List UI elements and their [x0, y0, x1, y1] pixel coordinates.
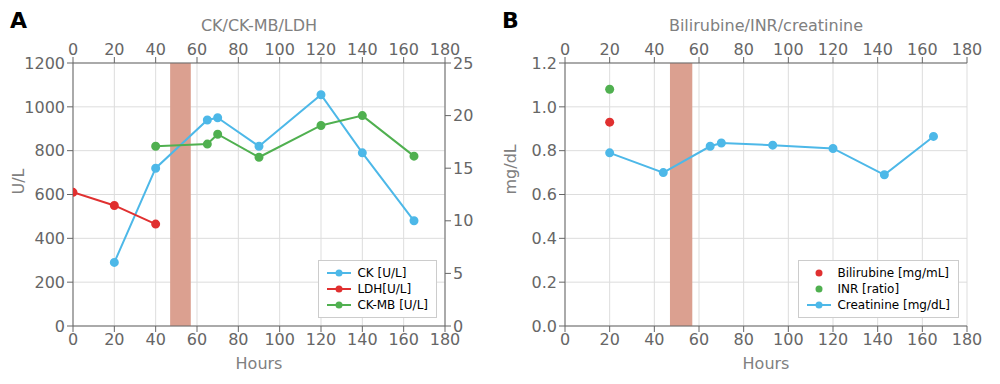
svg-text:CK/CK-MB/LDH: CK/CK-MB/LDH — [201, 16, 317, 35]
html-text:INR [ratio]: INR [ratio] — [837, 282, 900, 296]
svg-text:100: 100 — [264, 40, 295, 59]
html-text:B: B — [502, 8, 519, 33]
svg-text:20: 20 — [599, 330, 619, 349]
svg-text:80: 80 — [733, 40, 753, 59]
svg-text:100: 100 — [773, 330, 804, 349]
svg-text:20: 20 — [599, 40, 619, 59]
svg-text:180: 180 — [429, 40, 461, 59]
svg-text:0.0: 0.0 — [532, 317, 557, 336]
svg-text:Hours: Hours — [743, 354, 790, 373]
svg-text:140: 140 — [347, 40, 378, 59]
svg-text:0: 0 — [68, 40, 78, 59]
svg-text:25: 25 — [453, 54, 473, 73]
svg-text:20: 20 — [453, 106, 473, 125]
svg-text:160: 160 — [907, 330, 938, 349]
svg-text:80: 80 — [228, 330, 248, 349]
svg-text:180: 180 — [429, 330, 461, 350]
svg-text:20: 20 — [104, 40, 124, 59]
svg-text:800: 800 — [34, 141, 65, 160]
svg-text:140: 140 — [347, 330, 378, 349]
svg-text:180: 180 — [952, 330, 983, 349]
html-text:CK [U/L]: CK [U/L] — [357, 266, 407, 280]
svg-text:120: 120 — [818, 40, 849, 59]
svg-text:0.6: 0.6 — [532, 185, 557, 204]
svg-text:160: 160 — [388, 330, 419, 349]
svg-text:1.0: 1.0 — [532, 98, 557, 117]
svg-text:0.2: 0.2 — [532, 273, 557, 292]
html-text:CK-MB [U/L]: CK-MB [U/L] — [357, 298, 428, 312]
svg-text:200: 200 — [34, 273, 65, 292]
svg-text:140: 140 — [862, 330, 893, 349]
svg-text:400: 400 — [34, 229, 65, 248]
svg-text:0.8: 0.8 — [532, 141, 557, 160]
svg-text:0: 0 — [453, 317, 463, 336]
svg-text:40: 40 — [145, 40, 165, 59]
svg-text:Hours: Hours — [236, 354, 283, 373]
svg-text:0: 0 — [560, 40, 570, 59]
svg-text:100: 100 — [264, 330, 295, 349]
svg-text:140: 140 — [862, 40, 893, 59]
html-text:Bilirubine [mg/mL]: Bilirubine [mg/mL] — [837, 266, 949, 280]
svg-text:0: 0 — [560, 330, 570, 349]
html-text:A: A — [10, 8, 27, 33]
svg-text:0: 0 — [55, 317, 65, 336]
svg-text:120: 120 — [818, 330, 849, 349]
svg-text:60: 60 — [187, 40, 207, 59]
svg-text:1200: 1200 — [24, 54, 65, 73]
html-text:LDH[U/L]: LDH[U/L] — [357, 282, 412, 296]
svg-text:40: 40 — [644, 40, 664, 59]
svg-text:60: 60 — [689, 40, 709, 59]
svg-text:0: 0 — [68, 330, 78, 349]
html-text:Creatinine [mg/dL]: Creatinine [mg/dL] — [837, 298, 950, 312]
svg-text:180: 180 — [952, 40, 983, 59]
svg-text:160: 160 — [388, 40, 419, 59]
svg-text:Bilirubine/INR/creatinine: Bilirubine/INR/creatinine — [669, 16, 863, 35]
svg-text:5: 5 — [453, 264, 463, 283]
svg-text:80: 80 — [733, 330, 753, 349]
svg-text:U/L: U/L — [9, 168, 28, 194]
svg-text:1000: 1000 — [24, 98, 65, 117]
svg-text:20: 20 — [104, 330, 124, 349]
svg-text:0.4: 0.4 — [532, 229, 557, 248]
svg-text:40: 40 — [644, 330, 664, 349]
svg-text:60: 60 — [187, 330, 207, 349]
svg-text:100: 100 — [773, 40, 804, 59]
svg-text:80: 80 — [228, 40, 248, 59]
svg-text:120: 120 — [306, 330, 337, 349]
svg-text:40: 40 — [145, 330, 165, 349]
svg-text:15: 15 — [453, 159, 473, 178]
svg-text:600: 600 — [34, 185, 65, 204]
svg-text:120: 120 — [306, 40, 337, 59]
svg-text:160: 160 — [907, 40, 938, 59]
svg-text:1.2: 1.2 — [532, 54, 557, 73]
svg-text:60: 60 — [689, 330, 709, 349]
svg-text:10: 10 — [453, 211, 473, 230]
svg-text:mg/dL: mg/dL — [501, 144, 520, 194]
